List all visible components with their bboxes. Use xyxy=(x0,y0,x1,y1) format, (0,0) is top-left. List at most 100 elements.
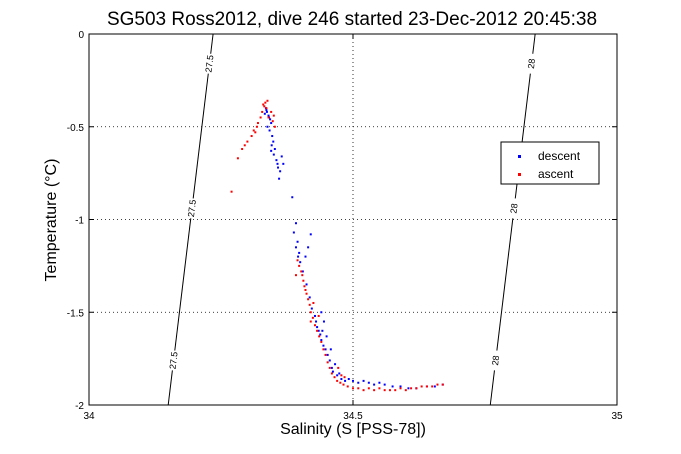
contour-label-0-2: 27.5 xyxy=(203,54,215,73)
ascent-point-34 xyxy=(313,324,316,327)
ascent-point-2 xyxy=(266,99,269,102)
descent-point-35 xyxy=(305,283,308,286)
descent-point-21 xyxy=(270,149,273,152)
ascent-point-45 xyxy=(339,381,342,384)
contour-line-1 xyxy=(489,33,536,406)
series-descent xyxy=(263,107,444,390)
ascent-point-43 xyxy=(333,376,336,379)
descent-point-30 xyxy=(299,261,302,264)
descent-point-59 xyxy=(378,381,381,384)
ascent-point-10 xyxy=(252,129,255,132)
descent-point-12 xyxy=(270,144,273,147)
contour-label-0-1: 27.5 xyxy=(186,199,198,218)
descent-point-56 xyxy=(362,379,365,382)
ascent-point-5 xyxy=(261,110,264,113)
contour-label-1-1: 28 xyxy=(509,203,520,214)
descent-point-27 xyxy=(294,246,297,249)
descent-point-36 xyxy=(308,296,311,299)
ascent-point-49 xyxy=(357,387,360,390)
descent-point-69 xyxy=(322,320,325,323)
legend-ascent-swatch xyxy=(518,173,521,176)
descent-point-3 xyxy=(269,118,272,121)
y-tick-label-0: 0 xyxy=(78,30,84,41)
ascent-point-53 xyxy=(378,387,381,390)
legend: descent ascent xyxy=(500,141,600,185)
ascent-point-25 xyxy=(301,274,304,277)
ascent-point-44 xyxy=(336,379,339,382)
descent-point-70 xyxy=(321,329,324,332)
ascent-point-52 xyxy=(373,389,376,392)
descent-point-25 xyxy=(292,231,295,234)
ascent-point-41 xyxy=(328,366,331,369)
descent-point-57 xyxy=(367,381,370,384)
ascent-point-50 xyxy=(362,389,365,392)
ascent-point-56 xyxy=(394,389,397,392)
descent-point-6 xyxy=(266,125,269,128)
ascent-point-70 xyxy=(312,301,315,304)
axis-ticks: 34 34.5 35 0 -0.5 -1 -1.5 -2 xyxy=(67,30,623,422)
ascent-point-62 xyxy=(425,385,428,388)
ascent-point-67 xyxy=(340,374,343,377)
data-series xyxy=(230,99,444,392)
descent-point-44 xyxy=(322,344,325,347)
descent-point-54 xyxy=(352,379,354,382)
contour-label-bg-0-1 xyxy=(185,197,199,219)
descent-point-48 xyxy=(330,366,333,369)
legend-descent-label: descent xyxy=(538,149,581,163)
descent-point-47 xyxy=(328,359,331,362)
descent-point-22 xyxy=(278,177,281,180)
ascent-point-18 xyxy=(270,110,273,113)
ascent-point-72 xyxy=(294,274,297,277)
density-contours: 27.5 27.5 27.5 28 28 28 xyxy=(167,33,538,406)
legend-descent-swatch xyxy=(518,155,521,158)
ascent-point-40 xyxy=(326,361,329,364)
ascent-point-47 xyxy=(346,385,349,388)
ascent-point-20 xyxy=(272,114,275,117)
descent-point-66 xyxy=(433,385,436,388)
ascent-point-36 xyxy=(318,335,321,338)
descent-point-37 xyxy=(310,307,313,310)
descent-point-11 xyxy=(272,140,275,143)
descent-point-23 xyxy=(291,196,294,199)
ascent-point-28 xyxy=(304,288,307,291)
ascent-point-33 xyxy=(311,316,314,319)
descent-point-1 xyxy=(265,110,268,113)
ascent-point-68 xyxy=(343,376,346,379)
descent-point-41 xyxy=(317,329,320,332)
descent-point-14 xyxy=(272,153,275,156)
descent-point-45 xyxy=(324,348,327,351)
ascent-point-27 xyxy=(303,285,306,288)
descent-point-28 xyxy=(298,251,301,254)
descent-point-34 xyxy=(301,270,304,273)
contour-label-0-0: 27.5 xyxy=(168,351,180,370)
ascent-point-48 xyxy=(352,387,354,390)
ascent-point-3 xyxy=(263,105,266,108)
descent-point-51 xyxy=(340,378,343,381)
contour-line-0 xyxy=(167,33,214,406)
x-tick-label-1: 34.5 xyxy=(343,411,363,422)
contour-label-1-0: 28 xyxy=(490,355,501,366)
descent-point-19 xyxy=(280,155,283,158)
ascent-point-65 xyxy=(441,383,444,386)
descent-point-55 xyxy=(357,381,360,384)
descent-point-62 xyxy=(399,385,402,388)
ascent-point-13 xyxy=(243,144,246,147)
descent-point-42 xyxy=(319,333,322,336)
ascent-point-54 xyxy=(383,389,386,392)
ascent-point-7 xyxy=(256,122,259,125)
chart-title: SG503 Ross2012, dive 246 started 23-Dec-… xyxy=(107,9,597,30)
ascent-point-69 xyxy=(309,320,312,323)
ascent-point-37 xyxy=(320,340,323,343)
ascent-point-66 xyxy=(337,366,340,369)
ascent-point-71 xyxy=(317,314,320,317)
descent-point-24 xyxy=(294,222,297,225)
ascent-point-64 xyxy=(436,383,439,386)
descent-point-63 xyxy=(407,387,410,390)
series-ascent xyxy=(230,99,444,392)
ascent-point-4 xyxy=(265,107,268,110)
y-tick-label-2: -1 xyxy=(75,216,84,227)
descent-point-72 xyxy=(329,348,332,351)
ascent-point-26 xyxy=(302,279,305,282)
